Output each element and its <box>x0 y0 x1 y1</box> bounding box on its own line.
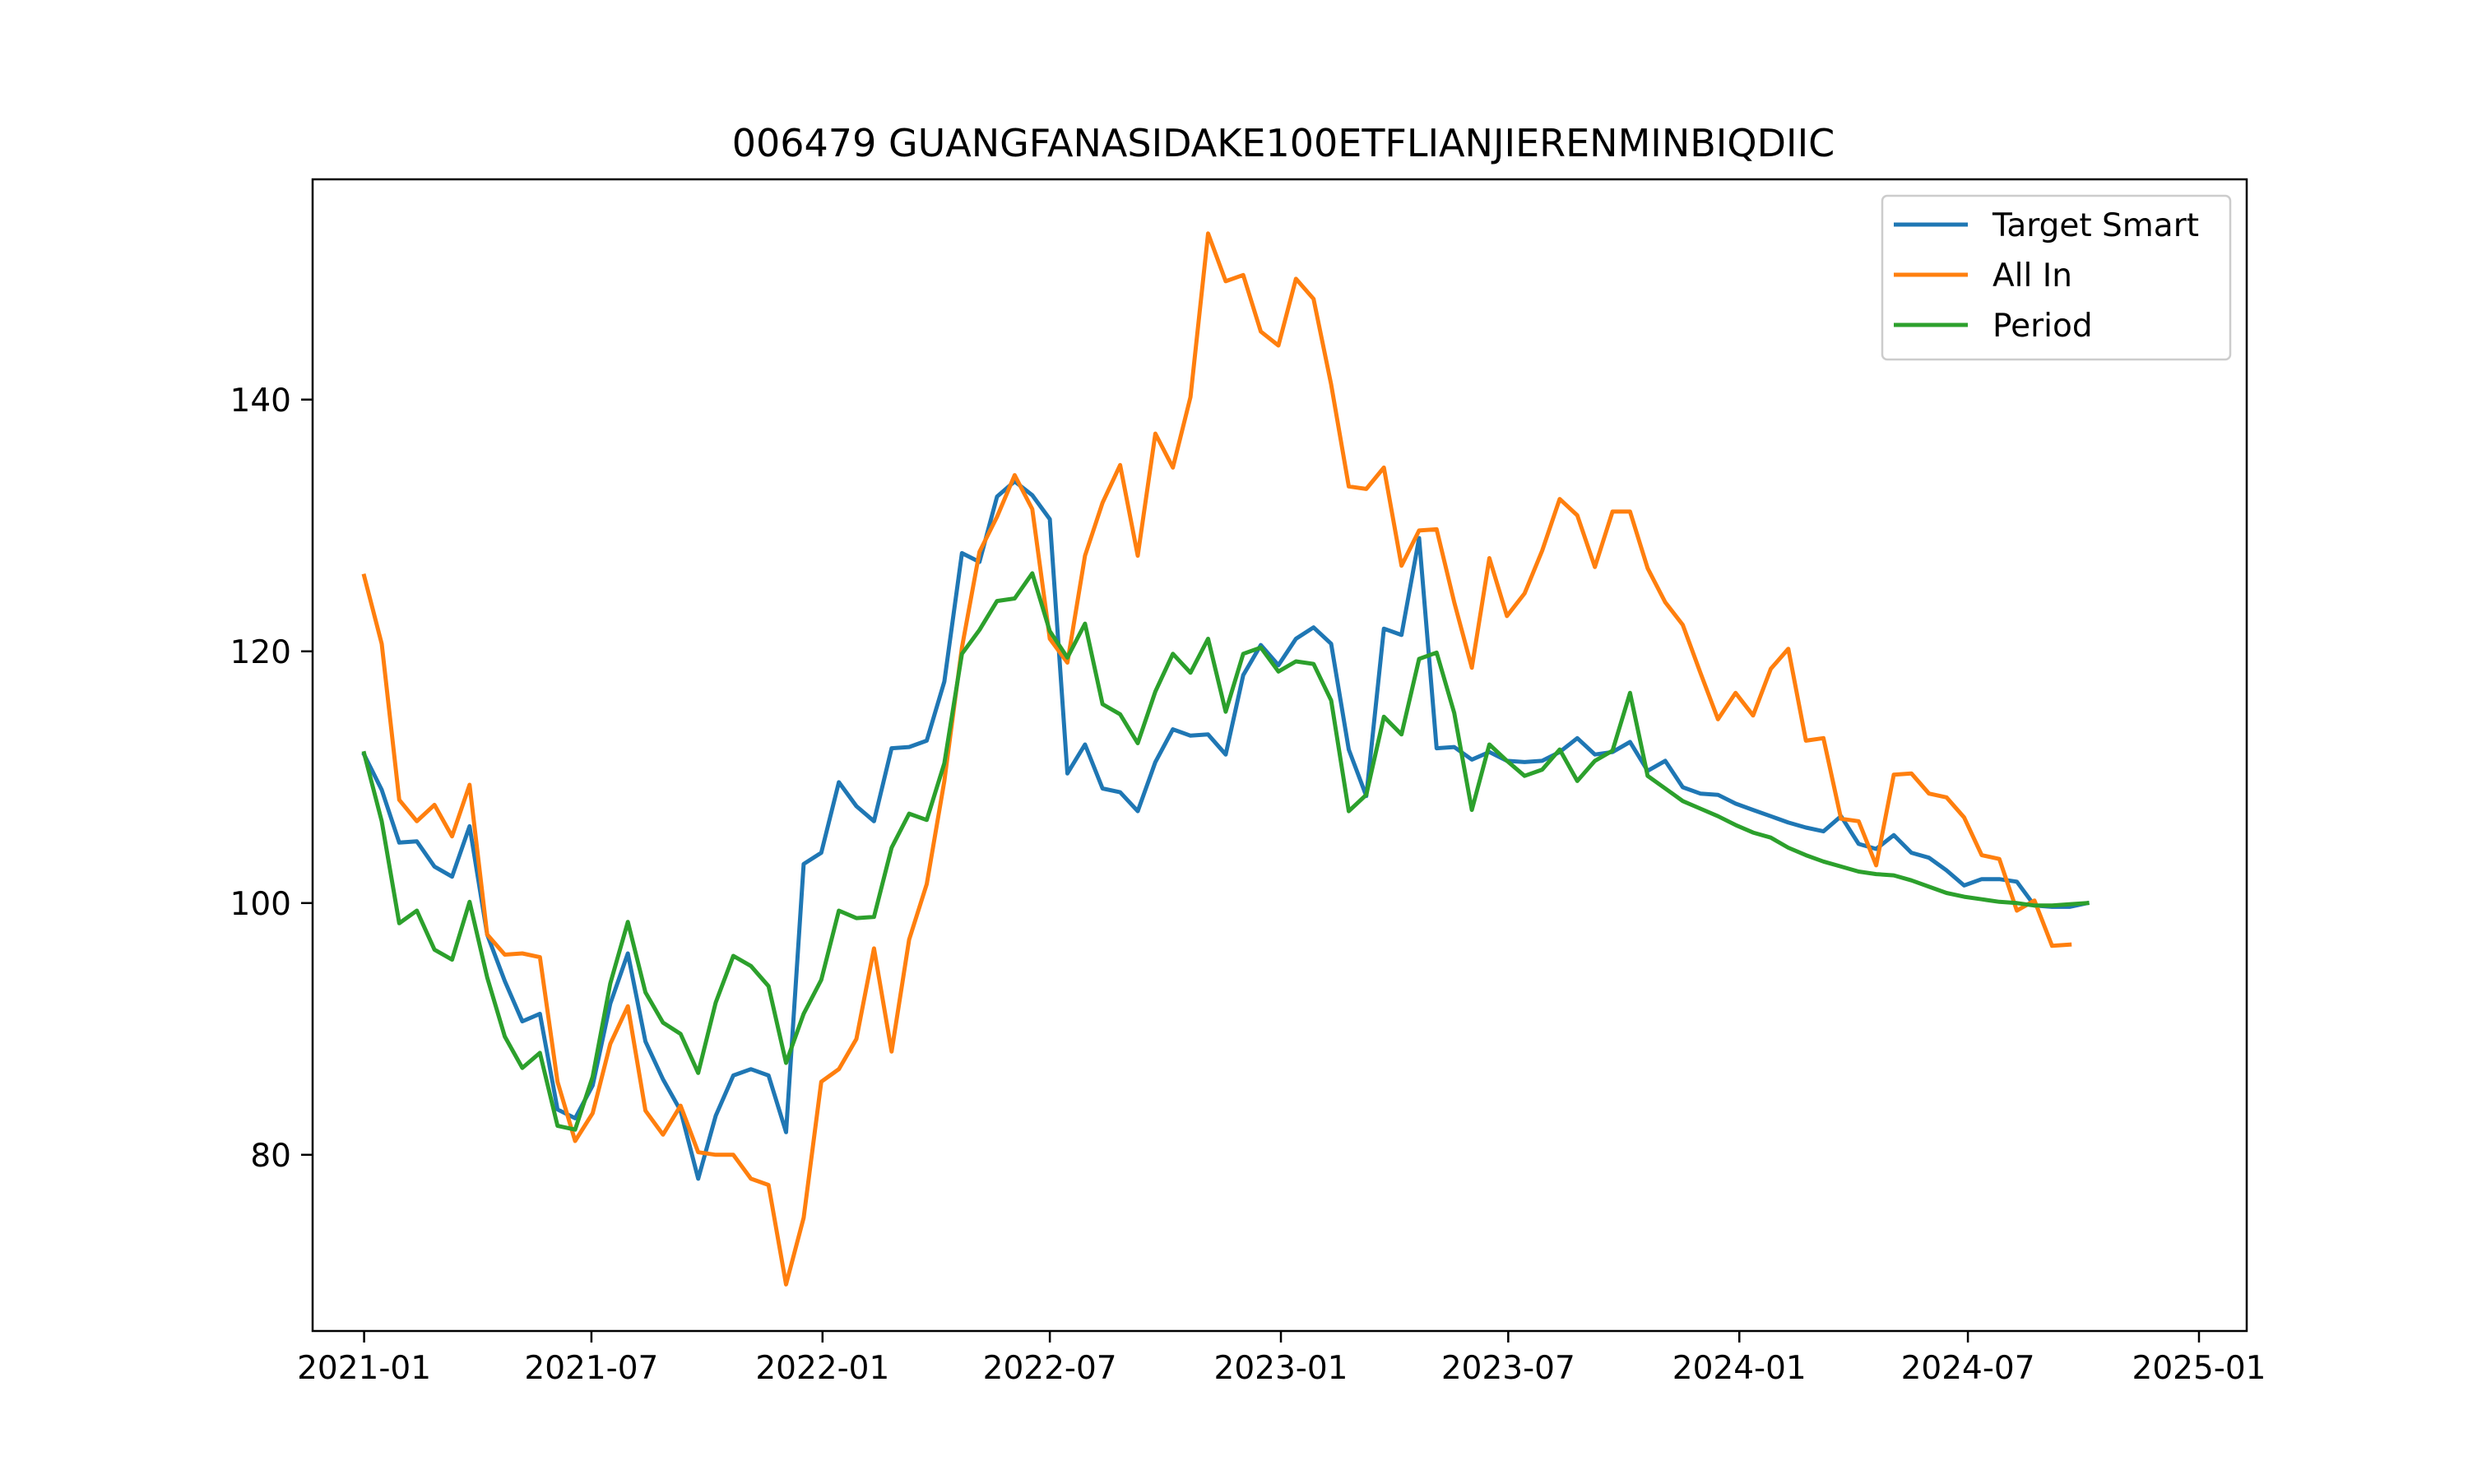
legend-label-target-smart: Target Smart <box>1992 207 2199 244</box>
legend-label-period: Period <box>1992 308 2093 345</box>
legend: Target Smart All In Period <box>1881 194 2232 361</box>
x-tick-label-2022-01: 2022-01 <box>755 1350 889 1387</box>
x-tick-label-2021-01: 2021-01 <box>297 1350 431 1387</box>
legend-box <box>1881 194 2232 361</box>
y-axis: 80 100 120 140 <box>230 383 313 1175</box>
x-tick-label-2021-07: 2021-07 <box>524 1350 658 1387</box>
y-tick-label-100: 100 <box>230 886 291 923</box>
chart-title: 006479 GUANGFANASIDAKE100ETFLIANJIERENMI… <box>732 121 1835 165</box>
legend-label-all-in: All In <box>1992 257 2072 294</box>
x-tick-label-2022-07: 2022-07 <box>983 1350 1117 1387</box>
x-tick-label-2023-07: 2023-07 <box>1441 1350 1575 1387</box>
series-layer <box>361 231 2090 1287</box>
series-line-target-smart <box>361 479 2090 1181</box>
x-axis: 2021-01 2021-07 2022-01 2022-07 2023-01 2023-… <box>297 1331 2266 1387</box>
y-tick-label-120: 120 <box>230 634 291 671</box>
x-tick-label-2024-01: 2024-01 <box>1672 1350 1807 1387</box>
series-line-period <box>361 571 2090 1132</box>
x-tick-label-2024-07: 2024-07 <box>1901 1350 2035 1387</box>
plot-frame <box>311 178 2248 1333</box>
y-tick-label-140: 140 <box>230 383 291 420</box>
x-tick-label-2023-01: 2023-01 <box>1214 1350 1348 1387</box>
x-tick-label-2025-01: 2025-01 <box>2132 1350 2266 1387</box>
series-line-all-in <box>361 231 2072 1287</box>
y-tick-label-80: 80 <box>250 1138 291 1175</box>
